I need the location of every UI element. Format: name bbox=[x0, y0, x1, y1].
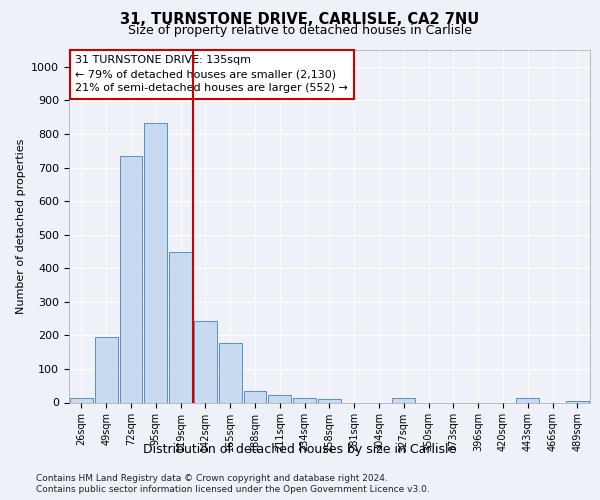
Bar bbox=[119, 156, 142, 402]
Text: 31 TURNSTONE DRIVE: 135sqm
← 79% of detached houses are smaller (2,130)
21% of s: 31 TURNSTONE DRIVE: 135sqm ← 79% of deta… bbox=[75, 56, 348, 94]
Bar bbox=[392, 398, 415, 402]
Text: Contains HM Land Registry data © Crown copyright and database right 2024.: Contains HM Land Registry data © Crown c… bbox=[36, 474, 388, 483]
Bar bbox=[318, 399, 341, 402]
Y-axis label: Number of detached properties: Number of detached properties bbox=[16, 138, 26, 314]
Bar bbox=[219, 342, 242, 402]
Text: Distribution of detached houses by size in Carlisle: Distribution of detached houses by size … bbox=[143, 442, 457, 456]
Bar bbox=[517, 398, 539, 402]
Bar bbox=[194, 322, 217, 402]
Text: Size of property relative to detached houses in Carlisle: Size of property relative to detached ho… bbox=[128, 24, 472, 37]
Bar bbox=[293, 398, 316, 402]
Bar bbox=[244, 392, 266, 402]
Bar bbox=[169, 252, 192, 402]
Text: Contains public sector information licensed under the Open Government Licence v3: Contains public sector information licen… bbox=[36, 485, 430, 494]
Bar bbox=[70, 398, 93, 402]
Bar bbox=[268, 395, 291, 402]
Bar bbox=[95, 336, 118, 402]
Text: 31, TURNSTONE DRIVE, CARLISLE, CA2 7NU: 31, TURNSTONE DRIVE, CARLISLE, CA2 7NU bbox=[121, 12, 479, 28]
Bar bbox=[145, 123, 167, 402]
